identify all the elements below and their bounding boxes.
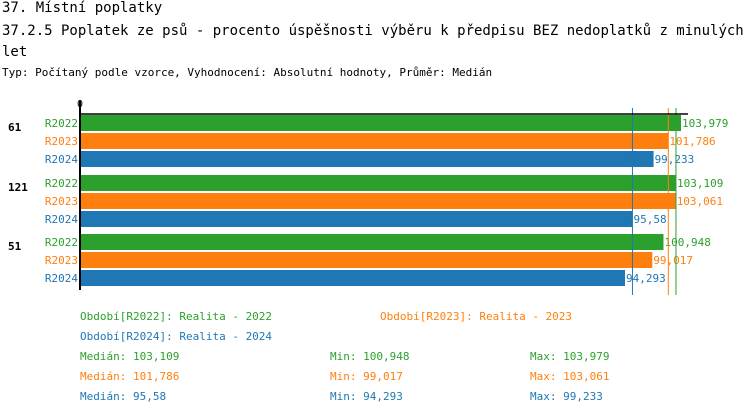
series-label: R2024 [45, 153, 78, 166]
series-label: R2023 [45, 135, 78, 148]
bar [80, 115, 681, 131]
bar [80, 175, 676, 191]
legend-stat: Min: 100,948 [330, 350, 410, 363]
data-label: 103,979 [682, 117, 728, 130]
series-label: R2023 [45, 195, 78, 208]
bar [80, 151, 654, 167]
bar [80, 252, 653, 268]
data-label: 99,017 [653, 254, 693, 267]
series-label: R2024 [45, 213, 78, 226]
page-title: 37. Místní poplatky [2, 0, 163, 16]
legend-stat: Medián: 103,109 [80, 350, 180, 363]
data-label: 101,786 [669, 135, 715, 148]
bar [80, 270, 626, 286]
series-label: R2023 [45, 254, 78, 267]
legend-stat: Min: 99,017 [330, 370, 403, 383]
legend-stat: Min: 94,293 [330, 390, 403, 403]
legend-stat: Medián: 95,58 [80, 390, 167, 403]
group-label: 121 [8, 181, 28, 194]
legend-period-r2024: Období[R2024]: Realita - 2024 [80, 330, 273, 343]
series-label: R2022 [45, 236, 78, 249]
data-label: 103,109 [677, 177, 723, 190]
bar [80, 211, 633, 227]
data-label: 99,233 [655, 153, 695, 166]
series-label: R2022 [45, 177, 78, 190]
bar [80, 234, 664, 250]
data-label: 100,948 [664, 236, 710, 249]
data-label: 94,293 [626, 272, 666, 285]
bar [80, 193, 676, 209]
legend-stat: Max: 99,233 [530, 390, 603, 403]
series-label: R2024 [45, 272, 78, 285]
bar [80, 133, 669, 149]
legend-period-r2022: Období[R2022]: Realita - 2022 [80, 310, 273, 323]
legend-stat: Medián: 101,786 [80, 370, 180, 383]
chart-title: 37.2.5 Poplatek ze psů - procento úspěšn… [2, 23, 744, 60]
group-label: 51 [8, 240, 22, 253]
legend-period-r2023: Období[R2023]: Realita - 2023 [380, 310, 573, 323]
legend-stat: Max: 103,979 [530, 350, 610, 363]
legend-stat: Max: 103,061 [530, 370, 610, 383]
data-label: 103,061 [677, 195, 723, 208]
series-label: R2022 [45, 117, 78, 130]
group-label: 61 [8, 121, 22, 134]
chart-info: Typ: Počítaný podle vzorce, Vyhodnocení:… [2, 66, 493, 79]
data-label: 95,58 [633, 213, 666, 226]
